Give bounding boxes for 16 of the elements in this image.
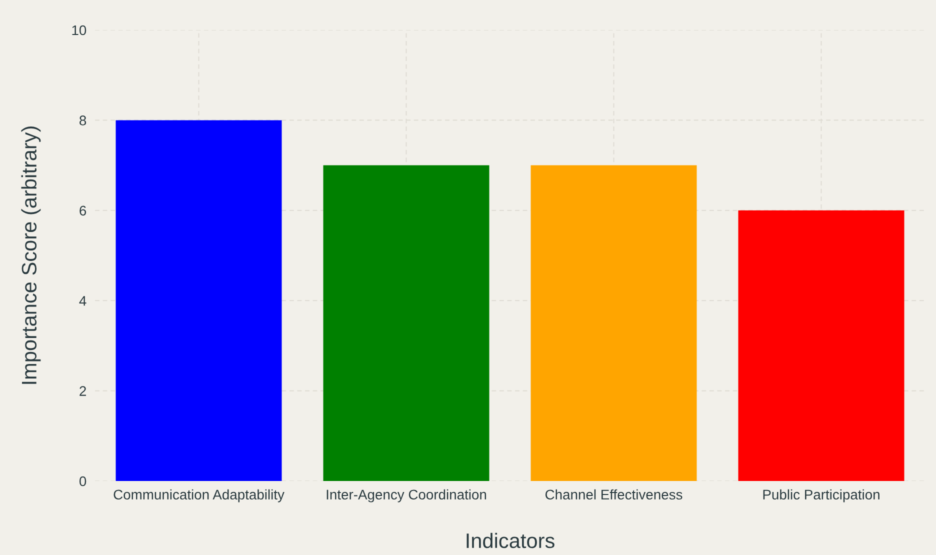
y-tick-label: 6	[80, 206, 86, 216]
y-tick-label: 10	[72, 25, 86, 36]
x-tick-label: Inter-Agency Coordination	[326, 489, 486, 502]
y-tick-label: 4	[79, 296, 86, 306]
y-tick-label: 0	[79, 476, 86, 486]
x-axis-title: Indicators	[466, 532, 554, 548]
bar	[323, 165, 490, 481]
bar	[738, 210, 904, 481]
bar	[116, 120, 282, 481]
x-tick-label: Public Participation	[763, 489, 880, 502]
y-axis-title: Importance Score (arbitrary)	[21, 126, 41, 384]
y-tick-label: 8	[80, 116, 86, 126]
x-tick-label: Communication Adaptability	[114, 489, 284, 502]
y-tick-label: 2	[80, 386, 86, 396]
bar	[530, 165, 697, 481]
x-tick-label: Channel Effectiveness	[545, 489, 682, 500]
